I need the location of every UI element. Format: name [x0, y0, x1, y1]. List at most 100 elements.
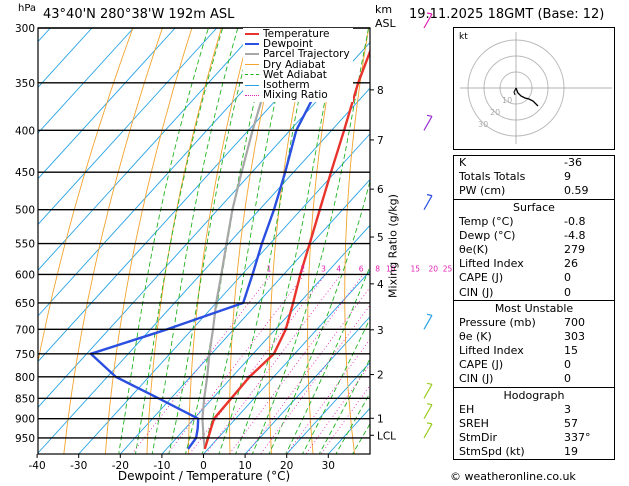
mixing-ratio-line: [320, 384, 370, 454]
mixing-ratio-axis-label: Mixing Ratio (g/kg): [386, 194, 400, 298]
isotherm-line: [38, 87, 370, 454]
mixing-ratio-line: [205, 274, 342, 454]
wind-barb: [423, 315, 433, 330]
indices-table: K -36 Totals Totals 9 PW (cm) 0.59 Surface …: [453, 155, 615, 461]
dry-adiabat-line: [229, 28, 281, 454]
temperature-line: [203, 48, 370, 450]
pressure-tick-label: 350: [15, 78, 35, 90]
mixing-ratio-label: 2: [300, 264, 305, 273]
hodograph-ring-label-10: 10: [502, 96, 512, 105]
hodograph-table-title: Hodograph: [503, 388, 565, 402]
mu-lifted-index: Lifted Index 15: [459, 344, 578, 358]
hodograph-ring-label-20: 20: [490, 108, 500, 117]
isotherm-line: [161, 224, 370, 454]
wet-adiabat-line: [268, 179, 370, 454]
legend-parcel: Parcel Trajectory: [245, 49, 350, 60]
temp-tick-label: 10: [238, 460, 251, 472]
mixing-ratio-label: 1: [267, 264, 272, 273]
km-tick-label: 1: [377, 413, 384, 425]
pressure-tick-label: 650: [15, 298, 35, 310]
surface-cape: CAPE (J) 0: [459, 271, 571, 285]
mixing-ratio-label: 3: [321, 264, 326, 273]
temp-tick-label: 0: [200, 460, 207, 472]
hodo-eh: EH 3: [459, 402, 571, 416]
pressure-tick-label: 900: [15, 414, 35, 426]
wet-adiabat-line: [301, 317, 370, 454]
isotherm-line: [38, 28, 218, 226]
surface-lifted-index: Lifted Index 26: [459, 257, 578, 271]
pressure-tick-label: 700: [15, 324, 35, 336]
dry-adiabat-line: [416, 16, 442, 474]
km-axis-unit: km: [375, 3, 393, 16]
wind-barb-flag: [426, 313, 433, 316]
mixing-ratio-line: [260, 304, 370, 454]
temp-tick-label: -10: [153, 460, 170, 472]
isotherm-line: [38, 28, 301, 317]
pressure-tick-label: 450: [15, 167, 35, 179]
temp-tick-label: -20: [112, 460, 129, 472]
mixing-ratio-label: 6: [359, 264, 364, 273]
dry-adiabat-line: [63, 28, 163, 454]
isotherm-line: [119, 178, 370, 454]
mixing-ratio-label: 20: [428, 264, 438, 273]
km-tick-label: 6: [377, 184, 384, 196]
forecast-datetime: 19.11.2025 18GMT (Base: 12): [409, 7, 605, 22]
mixing-ratio-line: [305, 364, 370, 454]
dry-adiabat-line: [38, 28, 134, 365]
wind-barb: [423, 384, 433, 399]
wet-adiabat-line: [318, 357, 370, 454]
hodograph-trace: [515, 87, 539, 107]
surface-dewp: Dewp (°C) -4.8: [459, 228, 586, 242]
index-k: K -36: [459, 156, 582, 169]
km-tick-label: 2: [377, 370, 384, 382]
temp-tick-label: -40: [29, 460, 46, 472]
wind-barb-flag: [426, 403, 433, 406]
mixing-ratio-label: 15: [411, 264, 421, 273]
index-pw: PW (cm) 0.59: [459, 184, 589, 198]
pressure-tick-label: 600: [15, 269, 35, 281]
legend-mixing-ratio: Mixing Ratio: [245, 90, 350, 100]
most-unstable-title: Most Unstable: [494, 301, 574, 315]
dry-adiabat-line: [146, 28, 222, 454]
isotherm-line: [38, 28, 134, 134]
asl-axis-unit: ASL: [375, 17, 396, 30]
wet-adiabat-line: [151, 28, 239, 454]
wind-barb: [423, 423, 433, 439]
surface-cin: CIN (J) 0: [459, 285, 571, 299]
isotherm-line: [38, 28, 259, 271]
wind-barb: [423, 404, 433, 419]
wind-barb-flag: [426, 422, 433, 425]
hodo-stmspd: StmSpd (kt) 19: [459, 445, 578, 459]
mu-pressure: Pressure (mb) 700: [459, 315, 585, 329]
legend-dry-adiabat: Dry Adiabat: [245, 59, 350, 70]
isotherm-line: [286, 361, 370, 454]
temp-tick-label: 20: [280, 460, 293, 472]
isotherm-line: [0, 28, 9, 454]
wet-adiabat-line: [335, 392, 370, 454]
pressure-tick-label: 950: [15, 433, 35, 445]
km-tick-label: 3: [377, 325, 384, 337]
hodograph-panel: kt 10 20 30: [453, 27, 615, 150]
mixing-ratio-label: 25: [443, 264, 453, 273]
km-tick-label: 7: [377, 135, 384, 147]
isotherm-line: [38, 28, 93, 88]
temp-tick-label: 30: [322, 460, 335, 472]
pressure-tick-label: 800: [15, 372, 35, 384]
dry-adiabat-line: [344, 28, 370, 454]
wind-barb: [423, 195, 433, 210]
km-tick-label: 5: [377, 232, 384, 244]
hodograph-ring-label-30: 30: [478, 120, 488, 129]
hodograph-unit: kt: [459, 32, 468, 42]
isotherm-line: [38, 28, 176, 180]
mixing-ratio-label: 8: [375, 264, 380, 273]
legend-dewpoint: Dewpoint: [245, 39, 350, 49]
km-tick-label: 4: [377, 279, 384, 291]
hodograph-plot: kt 10 20 30: [459, 32, 612, 144]
dry-adiabat-line: [188, 28, 252, 454]
km-tick-label: LCL: [377, 430, 396, 442]
wind-barb: [423, 116, 433, 131]
hodo-sreh: SREH 57: [459, 416, 578, 430]
surface-temp: Temp (°C) -0.8: [459, 214, 586, 228]
temp-tick-label: -30: [70, 460, 87, 472]
wind-barb-flag: [426, 12, 433, 15]
